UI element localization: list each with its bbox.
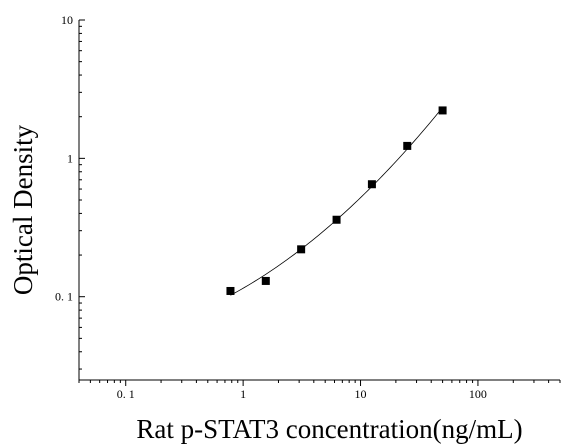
- data-point: [403, 141, 412, 150]
- x-ticks: 0. 1 1 10 100: [78, 380, 561, 401]
- x-tick-label: 10: [355, 387, 367, 401]
- data-point: [226, 286, 235, 295]
- data-point: [332, 215, 341, 224]
- data-points: [226, 106, 447, 295]
- y-ticks: 0. 1 1 10: [55, 13, 85, 370]
- data-point: [297, 245, 306, 254]
- x-axis: 0. 1 1 10 100: [78, 379, 561, 401]
- x-tick-label: 1: [240, 387, 246, 401]
- data-point: [367, 180, 376, 189]
- data-point: [438, 106, 447, 115]
- y-axis: 0. 1 1 10: [55, 13, 85, 380]
- y-tick-label: 10: [61, 13, 73, 27]
- x-tick-label: 100: [469, 387, 487, 401]
- y-tick-label: 1: [67, 151, 73, 165]
- fit-curve: [230, 107, 443, 296]
- x-axis-title: Rat p-STAT3 concentration(ng/mL): [136, 414, 522, 444]
- x-tick-label: 0. 1: [117, 387, 135, 401]
- y-axis-title: Optical Density: [8, 124, 38, 295]
- data-point: [261, 276, 270, 285]
- y-tick-label: 0. 1: [55, 290, 73, 304]
